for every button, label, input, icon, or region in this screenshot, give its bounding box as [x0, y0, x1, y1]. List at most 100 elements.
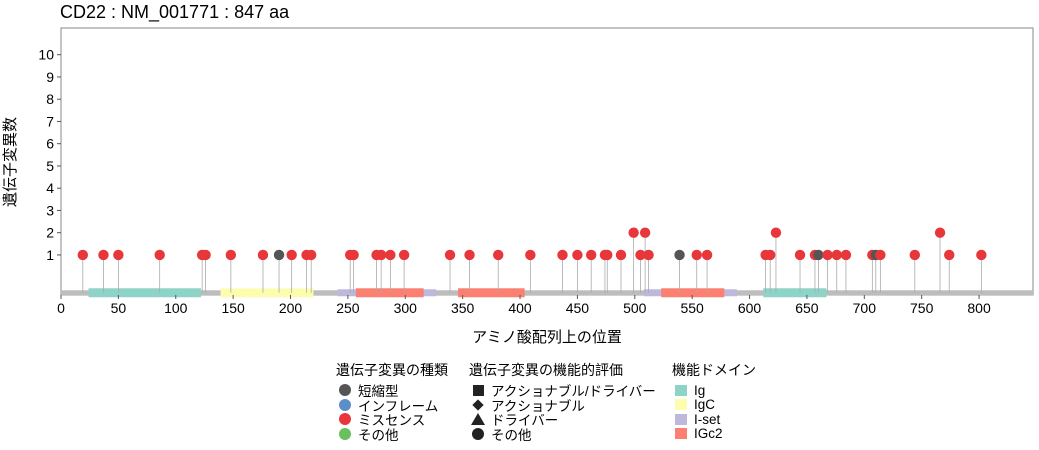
mutation-point-missense — [200, 249, 211, 261]
chart-title: CD22 : NM_001771 : 847 aa — [60, 2, 290, 22]
domain-ig — [88, 288, 202, 298]
legend-mutation-type: 遺伝子変異の種類 短縮型 インフレーム ミスセンス その他 — [336, 360, 448, 443]
legend-item-actionable-driver: アクショナブル/ドライバー — [469, 383, 656, 400]
legend-item-truncating: 短縮型 — [336, 383, 448, 400]
mutation-point-missense — [934, 227, 946, 238]
mutation-point-truncating — [813, 249, 824, 261]
domain-ig — [763, 288, 827, 298]
y-tick-label: 9 — [46, 69, 54, 85]
legend-item-igc2: IGc2 — [672, 426, 756, 442]
protein-backbone-layer — [61, 290, 1033, 296]
triangle-icon — [469, 412, 487, 426]
mutation-point-missense — [154, 249, 165, 261]
mutation-point-missense — [639, 227, 651, 238]
rect-icon — [672, 383, 690, 397]
square-icon — [469, 383, 487, 397]
mutation-point-missense — [77, 249, 89, 261]
mutation-point-missense — [770, 227, 782, 238]
mutation-point-missense — [701, 249, 713, 261]
legend-label: IGc2 — [694, 426, 723, 442]
legend-item-i-set: I-set — [672, 412, 756, 427]
mutation-point-missense — [944, 249, 955, 261]
x-tick-label: 650 — [795, 300, 819, 316]
legend-item-inframe: インフレーム — [336, 398, 448, 414]
y-tick-label: 4 — [46, 180, 54, 196]
legend-title: 遺伝子変異の種類 — [336, 362, 448, 378]
y-tick-label: 5 — [46, 158, 54, 174]
domain-igc — [220, 288, 314, 298]
legend-label: 短縮型 — [358, 384, 399, 400]
y-tick-label: 6 — [46, 136, 54, 152]
mutation-point-missense — [831, 249, 842, 261]
x-tick-label: 800 — [967, 300, 991, 316]
mutation-point-missense — [794, 249, 806, 261]
legend-label: その他 — [491, 427, 532, 443]
y-tick-label: 2 — [46, 225, 54, 241]
y-tick-label: 8 — [46, 91, 54, 107]
x-tick-label: 200 — [279, 300, 303, 316]
mutation-point-missense — [909, 249, 920, 261]
legend-label: ミスセンス — [358, 413, 426, 429]
mutation-point-missense — [305, 249, 317, 261]
mutation-point-truncating — [273, 249, 285, 261]
legend-item-igc: IgC — [672, 397, 756, 413]
domain-igc2 — [458, 288, 525, 298]
mutation-point-missense — [822, 249, 833, 261]
mutation-point-missense — [444, 249, 456, 261]
mutation-point-layer — [77, 227, 987, 261]
mutation-point-missense — [113, 249, 124, 261]
circle-icon — [336, 427, 354, 441]
x-tick-label: 500 — [623, 300, 647, 316]
mutation-point-missense — [493, 249, 504, 261]
y-axis-label: 遺伝子変異数 — [2, 117, 19, 207]
x-tick-label: 600 — [738, 300, 762, 316]
legend-label: IgC — [694, 397, 716, 413]
stem-layer — [82, 232, 982, 293]
legend-title: 遺伝子変異の機能的評価 — [469, 362, 623, 378]
lollipop-plot: 0 50 100 150 200 250 300 350 400 450 500 550 600 650 7… — [2, 27, 1034, 346]
mutation-point-missense — [464, 249, 475, 261]
mutation-point-missense — [375, 249, 387, 261]
mutation-point-missense — [643, 249, 654, 261]
x-axis-ticks: 0 50 100 150 200 250 300 350 400 450 500 550 600 650 7… — [57, 295, 991, 316]
mutation-point-missense — [98, 249, 109, 261]
mutation-point-missense — [385, 249, 396, 261]
x-tick-label: 550 — [680, 300, 704, 316]
y-tick-label: 7 — [46, 113, 54, 129]
mutation-point-missense — [602, 249, 613, 261]
mutation-point-missense — [585, 249, 597, 261]
x-tick-label: 50 — [111, 300, 127, 316]
legend-label: アクショナブル — [491, 398, 585, 414]
legend-title: 機能ドメイン — [672, 362, 756, 378]
legend-label: アクショナブル/ドライバー — [491, 384, 656, 400]
x-tick-label: 0 — [57, 300, 65, 316]
circle-icon — [469, 427, 487, 441]
rect-icon — [672, 398, 690, 412]
legend-label: Ig — [694, 382, 706, 398]
circle-icon — [336, 398, 354, 412]
legend-item-driver: ドライバー — [469, 412, 656, 429]
legend-label: ドライバー — [491, 413, 559, 429]
mutation-point-missense — [286, 249, 297, 261]
y-axis-ticks: 1 2 3 4 5 6 7 8 9 10 — [38, 47, 61, 263]
legend-item-other: その他 — [336, 427, 448, 443]
mutation-point-missense — [976, 249, 987, 261]
diamond-icon — [469, 398, 487, 412]
legend-label: I-set — [694, 411, 721, 427]
mutation-point-missense — [875, 249, 886, 261]
mutation-point-missense — [628, 227, 639, 238]
mutation-point-missense — [557, 249, 568, 261]
mutation-point-missense — [525, 249, 536, 261]
mutation-point-missense — [691, 249, 702, 261]
y-tick-label: 10 — [38, 47, 54, 63]
legend-item-missense: ミスセンス — [336, 412, 448, 429]
circle-icon — [336, 383, 354, 397]
y-tick-label: 3 — [46, 202, 54, 218]
legend-item-ig: Ig — [672, 383, 756, 398]
mutation-point-missense — [765, 249, 776, 261]
x-tick-label: 100 — [164, 300, 188, 316]
legend-domain: 機能ドメイン Ig IgC I-set IGc2 — [672, 360, 756, 441]
legend-label: その他 — [358, 427, 399, 443]
x-tick-label: 250 — [336, 300, 360, 316]
mutation-point-missense — [635, 249, 646, 261]
